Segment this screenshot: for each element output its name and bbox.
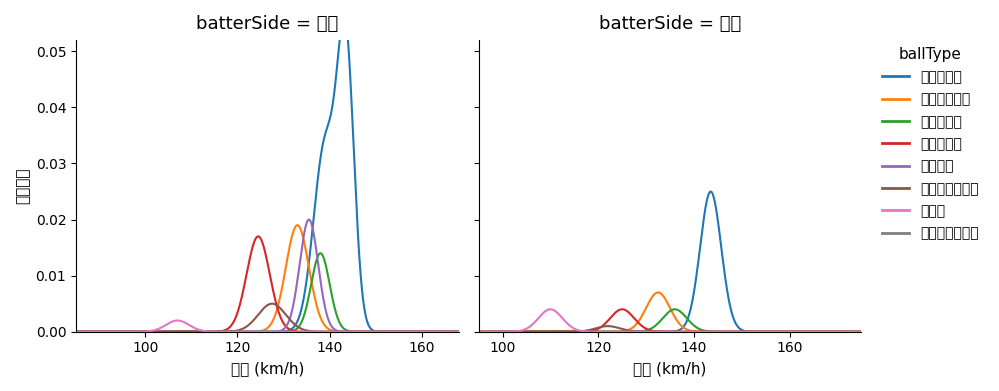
Legend: ストレート, カットボール, ツーシーム, スライダー, フォーク, チェンジアップ, カーブ, ナックルカーブ: ストレート, カットボール, ツーシーム, スライダー, フォーク, チェンジア…	[876, 41, 985, 246]
Title: batterSide = 左打: batterSide = 左打	[598, 15, 741, 33]
X-axis label: 球速 (km/h): 球速 (km/h)	[633, 361, 706, 376]
X-axis label: 球速 (km/h): 球速 (km/h)	[231, 361, 304, 376]
Title: batterSide = 右打: batterSide = 右打	[196, 15, 339, 33]
Y-axis label: 確率密度: 確率密度	[15, 168, 30, 204]
